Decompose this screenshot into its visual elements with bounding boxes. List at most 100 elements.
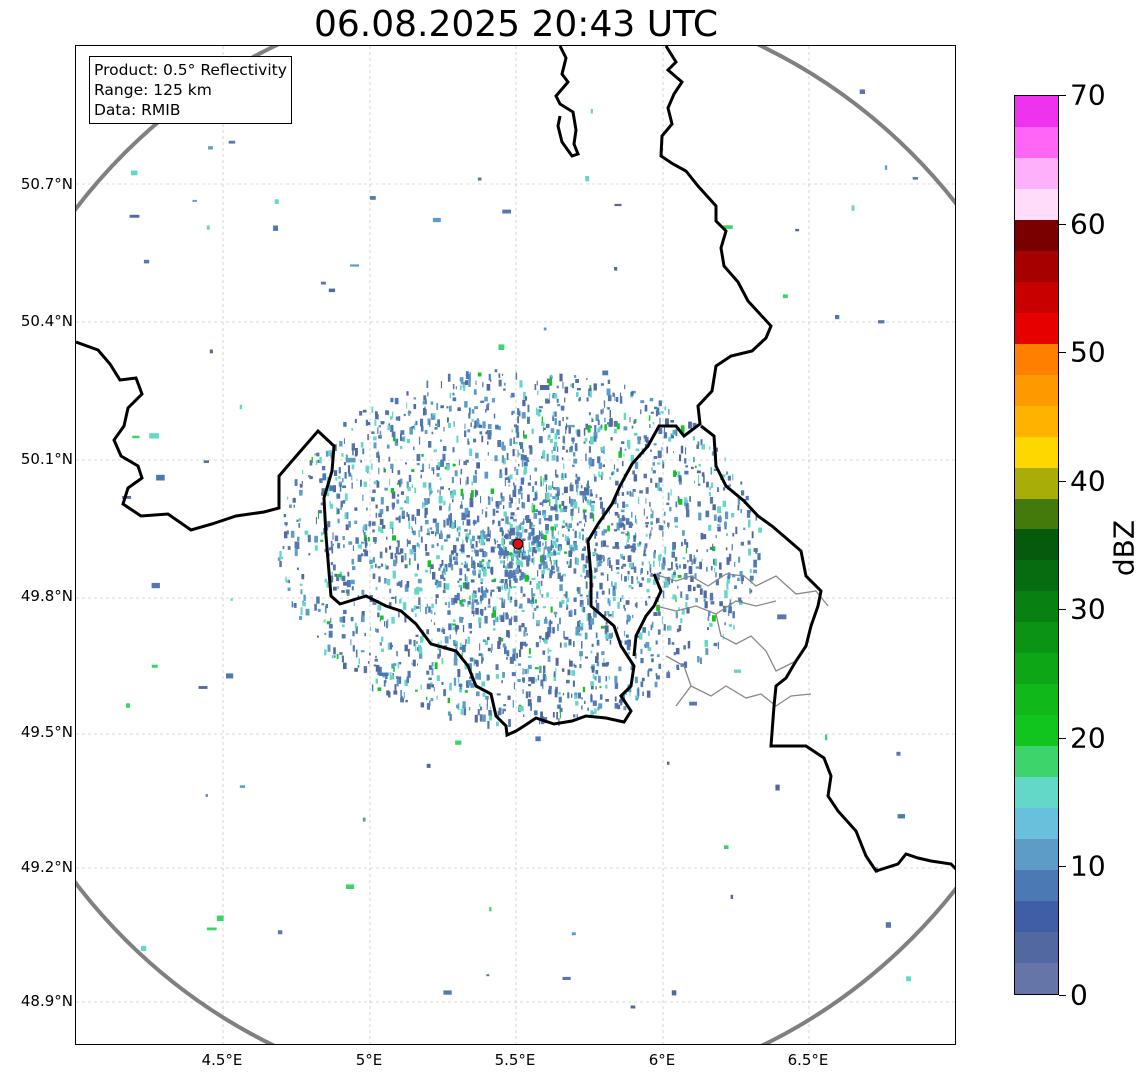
echo-pixel bbox=[343, 581, 348, 586]
echo-pixel bbox=[390, 644, 393, 647]
echo-pixel bbox=[627, 555, 632, 562]
echo-pixel bbox=[634, 695, 639, 698]
echo-pixel bbox=[486, 384, 491, 391]
echo-pixel bbox=[465, 642, 467, 647]
echo-pixel bbox=[674, 525, 678, 528]
echo-pixel bbox=[430, 490, 434, 493]
echo-pixel bbox=[621, 441, 625, 444]
echo-pixel bbox=[550, 506, 554, 511]
echo-pixel bbox=[625, 504, 629, 507]
echo-pixel bbox=[580, 574, 583, 578]
echo-pixel bbox=[489, 907, 492, 912]
echo-pixel bbox=[405, 496, 409, 504]
echo-pixel bbox=[667, 522, 670, 527]
echo-pixel bbox=[476, 462, 480, 469]
echo-pixel bbox=[521, 412, 526, 419]
echo-pixel bbox=[750, 579, 753, 584]
echo-pixel bbox=[286, 579, 290, 583]
echo-pixel bbox=[465, 374, 470, 380]
echo-pixel bbox=[477, 177, 482, 181]
echo-pixel bbox=[436, 555, 440, 560]
echo-pixel bbox=[706, 566, 708, 572]
echo-pixel bbox=[504, 579, 508, 584]
echo-pixel bbox=[531, 596, 535, 604]
echo-pixel bbox=[406, 481, 409, 489]
echo-pixel bbox=[380, 529, 384, 534]
echo-pixel bbox=[592, 700, 597, 706]
echo-pixel bbox=[550, 545, 552, 551]
echo-pixel bbox=[593, 436, 597, 442]
echo-pixel bbox=[419, 604, 422, 612]
echo-pixel bbox=[516, 469, 519, 475]
echo-pixel bbox=[637, 437, 641, 445]
echo-pixel bbox=[323, 619, 326, 623]
echo-pixel bbox=[455, 386, 457, 390]
echo-pixel bbox=[494, 369, 498, 373]
echo-pixel bbox=[546, 567, 551, 571]
echo-pixel bbox=[602, 408, 604, 414]
echo-pixel bbox=[534, 481, 538, 486]
echo-pixel bbox=[526, 633, 528, 636]
echo-pixel bbox=[524, 574, 529, 582]
echo-pixel bbox=[544, 474, 548, 481]
echo-pixel bbox=[277, 930, 283, 935]
echo-pixel bbox=[616, 397, 619, 402]
echo-pixel bbox=[617, 514, 620, 518]
echo-pixel bbox=[576, 557, 579, 566]
echo-pixel bbox=[432, 518, 437, 523]
echo-pixel bbox=[336, 653, 339, 659]
echo-pixel bbox=[487, 526, 490, 535]
echo-pixel bbox=[636, 519, 638, 525]
echo-pixel bbox=[301, 574, 305, 580]
echo-pixel bbox=[555, 469, 557, 476]
echo-pixel bbox=[345, 589, 350, 594]
echo-pixel bbox=[585, 487, 589, 493]
echo-pixel bbox=[509, 562, 513, 569]
echo-pixel bbox=[652, 470, 656, 474]
echo-pixel bbox=[601, 590, 605, 595]
echo-pixel bbox=[649, 397, 654, 402]
echo-pixel bbox=[527, 404, 530, 413]
echo-pixel bbox=[617, 503, 619, 508]
echo-pixel bbox=[492, 508, 496, 516]
echo-pixel bbox=[452, 447, 455, 453]
echo-pixel bbox=[357, 554, 362, 562]
echo-pixel bbox=[608, 614, 612, 617]
echo-pixel bbox=[320, 539, 324, 542]
echo-pixel bbox=[545, 398, 549, 404]
echo-pixel bbox=[669, 506, 672, 512]
echo-pixel bbox=[433, 449, 437, 453]
echo-pixel bbox=[425, 569, 429, 573]
radar-map[interactable] bbox=[75, 45, 956, 1045]
echo-pixel bbox=[582, 607, 586, 613]
echo-pixel bbox=[717, 641, 719, 650]
echo-pixel bbox=[746, 510, 751, 518]
echo-pixel bbox=[523, 391, 526, 400]
echo-pixel bbox=[239, 785, 246, 788]
echo-pixel bbox=[404, 564, 408, 569]
echo-pixel bbox=[512, 562, 514, 566]
echo-pixel bbox=[350, 264, 359, 267]
echo-pixel bbox=[536, 621, 540, 627]
echo-pixel bbox=[452, 626, 455, 631]
echo-pixel bbox=[596, 661, 600, 667]
echo-pixel bbox=[555, 496, 558, 505]
echo-pixel bbox=[329, 503, 334, 509]
echo-pixel bbox=[657, 483, 660, 491]
echo-pixel bbox=[481, 559, 485, 562]
echo-pixel bbox=[449, 520, 453, 528]
echo-pixel bbox=[524, 550, 526, 554]
echo-pixel bbox=[586, 613, 589, 622]
echo-pixel bbox=[656, 517, 660, 523]
echo-pixel bbox=[504, 549, 508, 554]
echo-pixel bbox=[540, 679, 544, 687]
echo-pixel bbox=[670, 488, 672, 496]
echo-pixel bbox=[534, 467, 537, 472]
echo-pixel bbox=[503, 552, 508, 557]
echo-pixel bbox=[494, 617, 499, 622]
echo-pixel bbox=[367, 434, 369, 441]
echo-pixel bbox=[550, 493, 552, 497]
echo-pixel bbox=[406, 512, 408, 517]
echo-pixel bbox=[651, 513, 654, 519]
echo-pixel bbox=[693, 558, 696, 564]
